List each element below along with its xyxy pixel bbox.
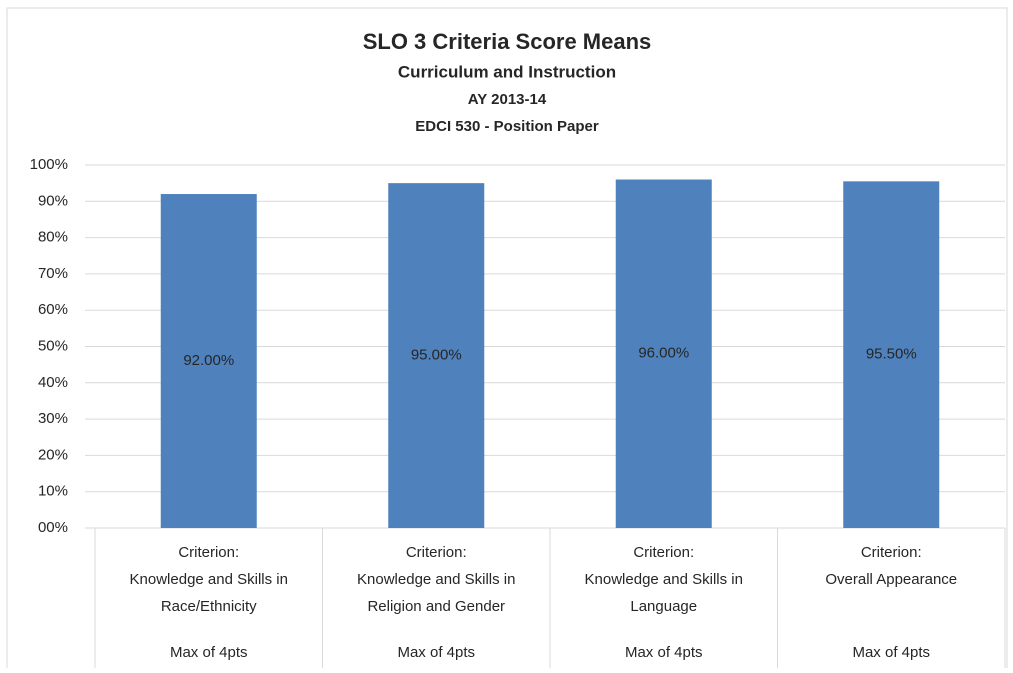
data-label: 95.00% bbox=[411, 347, 462, 364]
x-tick-label: Criterion: bbox=[406, 544, 467, 561]
x-tick-label: Max of 4pts bbox=[852, 644, 930, 661]
y-tick-label: 90% bbox=[38, 192, 68, 209]
y-tick-label: 50% bbox=[38, 337, 68, 354]
chart-subtitle: EDCI 530 - Position Paper bbox=[415, 118, 599, 135]
x-tick-label: Max of 4pts bbox=[625, 644, 703, 661]
y-tick-label: 100% bbox=[30, 156, 68, 173]
x-tick-label: Criterion: bbox=[861, 544, 922, 561]
y-tick-label: 20% bbox=[38, 446, 68, 463]
data-label: 92.00% bbox=[183, 352, 234, 369]
x-tick-label: Overall Appearance bbox=[825, 571, 957, 588]
y-tick-label: 70% bbox=[38, 265, 68, 282]
bar bbox=[843, 181, 940, 528]
chart-title: SLO 3 Criteria Score Means bbox=[363, 29, 652, 54]
x-tick-label: Race/Ethnicity bbox=[161, 598, 257, 615]
x-tick-label: Religion and Gender bbox=[367, 598, 505, 615]
data-label: 96.00% bbox=[638, 345, 689, 362]
y-tick-label: 40% bbox=[38, 374, 68, 391]
chart-subtitle: AY 2013-14 bbox=[468, 91, 547, 108]
bar bbox=[388, 183, 485, 528]
x-tick-label: Criterion: bbox=[633, 544, 694, 561]
x-tick-label: Max of 4pts bbox=[170, 644, 248, 661]
y-tick-label: 60% bbox=[38, 301, 68, 318]
bar bbox=[160, 194, 257, 529]
x-tick-label: Knowledge and Skills in bbox=[585, 571, 743, 588]
y-tick-label: 80% bbox=[38, 229, 68, 246]
bar bbox=[615, 179, 712, 528]
x-tick-label: Knowledge and Skills in bbox=[357, 571, 515, 588]
x-tick-label: Language bbox=[630, 598, 697, 615]
x-tick-label: Max of 4pts bbox=[397, 644, 475, 661]
y-tick-label: 30% bbox=[38, 410, 68, 427]
x-tick-label: Knowledge and Skills in bbox=[130, 571, 288, 588]
x-tick-label: Criterion: bbox=[178, 544, 239, 561]
y-tick-label: 00% bbox=[38, 519, 68, 536]
chart-subtitle: Curriculum and Instruction bbox=[398, 62, 616, 81]
data-label: 95.50% bbox=[866, 346, 917, 363]
y-tick-label: 10% bbox=[38, 483, 68, 500]
